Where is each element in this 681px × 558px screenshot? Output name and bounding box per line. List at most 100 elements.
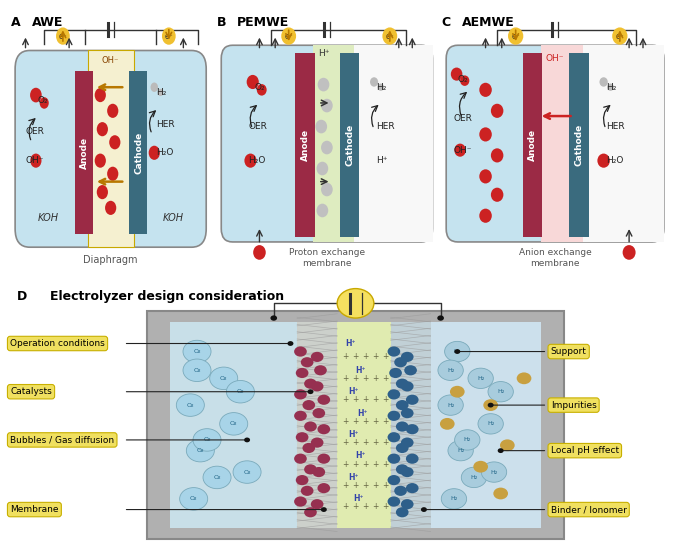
Text: Binder / Ionomer: Binder / Ionomer: [551, 505, 627, 514]
Circle shape: [394, 357, 407, 367]
Text: PEMWE: PEMWE: [237, 16, 289, 30]
Circle shape: [315, 120, 327, 133]
Circle shape: [622, 245, 635, 260]
Circle shape: [39, 97, 49, 109]
Text: +: +: [352, 374, 359, 383]
Circle shape: [387, 454, 400, 464]
Circle shape: [478, 413, 503, 434]
Text: e⁻: e⁻: [616, 32, 624, 41]
Circle shape: [296, 475, 308, 485]
Circle shape: [317, 424, 330, 434]
Text: C: C: [441, 16, 451, 30]
Text: H₂: H₂: [447, 403, 454, 407]
Text: O₂: O₂: [236, 389, 244, 394]
Circle shape: [97, 185, 108, 199]
Text: Impurities: Impurities: [551, 401, 597, 410]
Text: +: +: [343, 395, 349, 404]
Text: O₂: O₂: [187, 403, 194, 407]
Text: O₂: O₂: [193, 368, 201, 373]
Circle shape: [314, 365, 327, 376]
Circle shape: [396, 421, 409, 432]
Circle shape: [105, 201, 116, 215]
Circle shape: [247, 75, 259, 89]
Bar: [170, 322, 541, 528]
Circle shape: [488, 382, 513, 402]
Text: H⁺: H⁺: [318, 49, 329, 57]
Text: H₂O: H₂O: [606, 156, 623, 165]
Text: +: +: [373, 374, 379, 383]
Circle shape: [294, 411, 307, 421]
Bar: [297, 322, 337, 528]
Circle shape: [95, 153, 106, 168]
Text: H₂O: H₂O: [157, 148, 174, 157]
Circle shape: [479, 83, 492, 97]
Text: HER: HER: [157, 119, 175, 128]
Text: +: +: [362, 353, 368, 362]
Circle shape: [317, 204, 328, 217]
Circle shape: [450, 386, 464, 398]
Circle shape: [157, 89, 163, 96]
Circle shape: [437, 315, 444, 321]
Circle shape: [387, 432, 400, 442]
Circle shape: [406, 454, 419, 464]
Bar: [313, 45, 354, 242]
Text: Diaphragm: Diaphragm: [83, 255, 138, 265]
Text: +: +: [343, 374, 349, 383]
Text: O₂: O₂: [243, 470, 251, 474]
Circle shape: [30, 153, 42, 168]
Circle shape: [244, 153, 257, 168]
Bar: [88, 50, 133, 247]
Text: H₂: H₂: [471, 475, 477, 480]
Text: H⁺: H⁺: [355, 451, 366, 460]
Text: +: +: [362, 460, 368, 469]
Circle shape: [311, 352, 323, 362]
Circle shape: [612, 27, 627, 45]
Text: +: +: [352, 395, 359, 404]
Text: +: +: [362, 502, 368, 511]
Circle shape: [396, 443, 409, 453]
Text: Electrolyzer design consideration: Electrolyzer design consideration: [50, 290, 284, 303]
Bar: [337, 322, 390, 528]
Text: D: D: [17, 290, 27, 303]
Bar: [340, 53, 360, 237]
Text: +: +: [343, 417, 349, 426]
Circle shape: [287, 341, 294, 346]
Text: H⁺: H⁺: [357, 408, 368, 417]
Circle shape: [500, 439, 515, 451]
Text: B: B: [217, 16, 226, 30]
Circle shape: [321, 182, 333, 196]
Text: +: +: [382, 374, 389, 383]
Circle shape: [387, 411, 400, 421]
Text: H₂: H₂: [497, 389, 505, 394]
Circle shape: [401, 352, 413, 362]
Circle shape: [97, 122, 108, 136]
Bar: [338, 45, 432, 242]
Circle shape: [406, 395, 419, 405]
Bar: [567, 45, 664, 242]
Text: O₂: O₂: [193, 349, 201, 354]
Text: O₂: O₂: [458, 75, 469, 84]
Text: AWE: AWE: [32, 16, 63, 30]
Circle shape: [406, 424, 419, 434]
Text: +: +: [343, 460, 349, 469]
Circle shape: [441, 489, 466, 509]
Bar: [390, 322, 430, 528]
Text: +: +: [362, 374, 368, 383]
Text: OH⁻: OH⁻: [545, 54, 565, 63]
Circle shape: [30, 88, 42, 103]
Circle shape: [321, 99, 333, 112]
Text: Proton exchange
membrane: Proton exchange membrane: [289, 248, 365, 267]
Circle shape: [183, 359, 211, 382]
Circle shape: [491, 104, 503, 118]
Circle shape: [210, 367, 238, 389]
Circle shape: [387, 347, 400, 357]
Circle shape: [220, 412, 248, 435]
Circle shape: [378, 84, 384, 91]
Text: H₂O: H₂O: [248, 156, 266, 165]
Text: Local pH effect: Local pH effect: [551, 446, 619, 455]
Circle shape: [162, 27, 176, 45]
Text: O₂: O₂: [220, 376, 227, 381]
Circle shape: [460, 75, 469, 86]
Circle shape: [302, 443, 315, 453]
Circle shape: [421, 507, 427, 512]
